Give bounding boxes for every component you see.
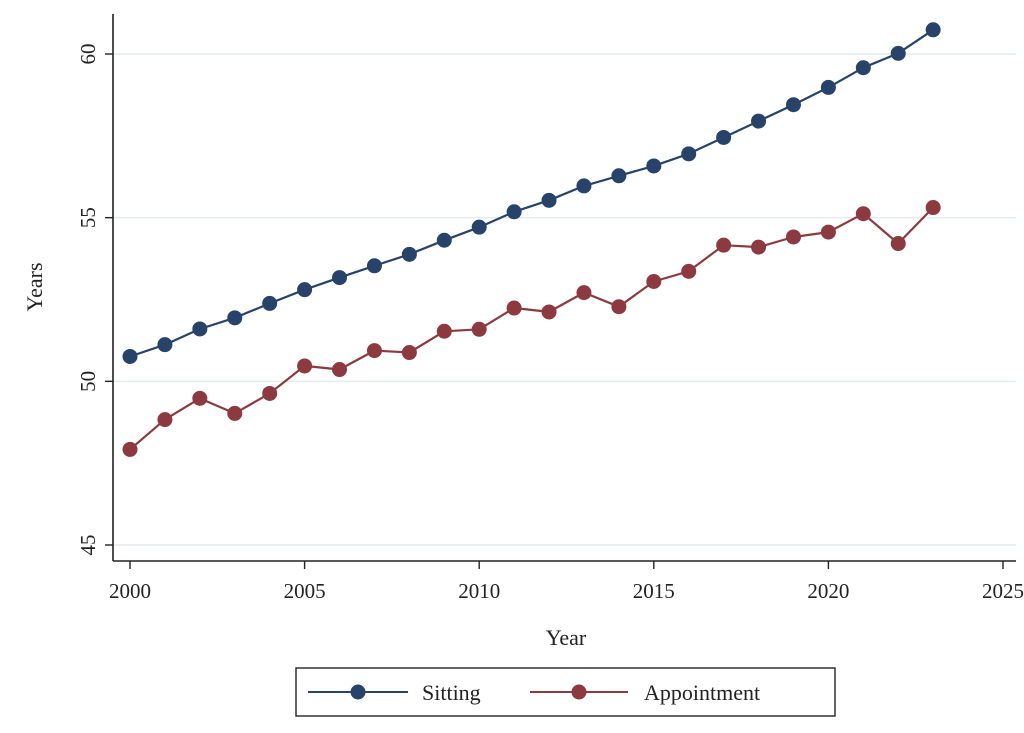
y-axis-title: Years: [22, 262, 47, 311]
data-point-sitting: [611, 168, 627, 184]
data-point-sitting: [681, 146, 697, 162]
x-tick-label: 2020: [807, 579, 849, 603]
data-point-sitting: [646, 158, 662, 174]
data-point-appointment: [401, 345, 417, 361]
x-tick-label: 2025: [982, 579, 1024, 603]
data-point-appointment: [681, 263, 697, 279]
data-point-appointment: [227, 405, 243, 421]
data-point-appointment: [332, 362, 348, 378]
data-point-appointment: [855, 206, 871, 222]
data-point-appointment: [262, 385, 278, 401]
data-point-appointment: [785, 229, 801, 245]
legend-marker-appointment: [571, 684, 587, 700]
series-lines: [129, 28, 934, 451]
data-point-appointment: [297, 358, 313, 374]
data-point-sitting: [820, 79, 836, 95]
gridlines: [113, 53, 1016, 546]
data-point-appointment: [122, 441, 138, 457]
data-point-sitting: [332, 270, 348, 286]
x-tick-label: 2000: [109, 579, 151, 603]
tick-marks: 45 50 55 60 2000 2005 2010 2015 2020 2025: [76, 44, 1024, 604]
data-point-appointment: [751, 239, 767, 255]
legend: Sitting Appointment: [295, 667, 836, 717]
data-point-appointment: [366, 343, 382, 359]
data-point-sitting: [366, 258, 382, 274]
data-point-appointment: [471, 321, 487, 337]
axes: [112, 14, 1016, 562]
series-line-appointment: [129, 206, 934, 451]
x-axis-title: Year: [546, 625, 587, 650]
y-tick-label: 45: [76, 535, 100, 556]
data-point-sitting: [122, 348, 138, 364]
data-point-sitting: [576, 178, 592, 194]
x-tick-label: 2010: [458, 579, 500, 603]
data-point-sitting: [192, 321, 208, 337]
legend-label-sitting: Sitting: [422, 680, 481, 705]
y-tick-label: 55: [76, 207, 100, 228]
data-point-appointment: [925, 200, 941, 216]
data-point-sitting: [716, 129, 732, 145]
data-point-sitting: [890, 45, 906, 61]
y-tick-label: 50: [76, 371, 100, 392]
series-line-sitting: [129, 28, 934, 358]
data-point-sitting: [855, 60, 871, 76]
x-tick-label: 2015: [633, 579, 675, 603]
data-point-appointment: [820, 224, 836, 240]
data-point-sitting: [297, 282, 313, 298]
data-point-appointment: [192, 390, 208, 406]
data-point-appointment: [541, 304, 557, 320]
x-tick-label: 2005: [284, 579, 326, 603]
legend-marker-sitting: [350, 684, 366, 700]
y-tick-label: 60: [76, 44, 100, 65]
data-point-appointment: [611, 299, 627, 315]
data-point-sitting: [262, 295, 278, 311]
data-point-appointment: [716, 237, 732, 253]
data-point-appointment: [576, 285, 592, 301]
legend-label-appointment: Appointment: [644, 680, 760, 705]
data-point-sitting: [157, 337, 173, 353]
data-point-appointment: [646, 273, 662, 289]
series-markers: [122, 22, 941, 457]
data-point-sitting: [751, 113, 767, 129]
data-point-sitting: [925, 22, 941, 38]
data-point-appointment: [436, 323, 452, 339]
data-point-sitting: [471, 219, 487, 235]
data-point-sitting: [436, 232, 452, 248]
data-point-sitting: [506, 204, 522, 220]
data-point-appointment: [890, 236, 906, 252]
data-point-sitting: [785, 97, 801, 113]
data-point-sitting: [401, 246, 417, 262]
data-point-appointment: [157, 412, 173, 428]
data-point-sitting: [227, 310, 243, 326]
data-point-appointment: [506, 300, 522, 316]
data-point-sitting: [541, 192, 557, 208]
